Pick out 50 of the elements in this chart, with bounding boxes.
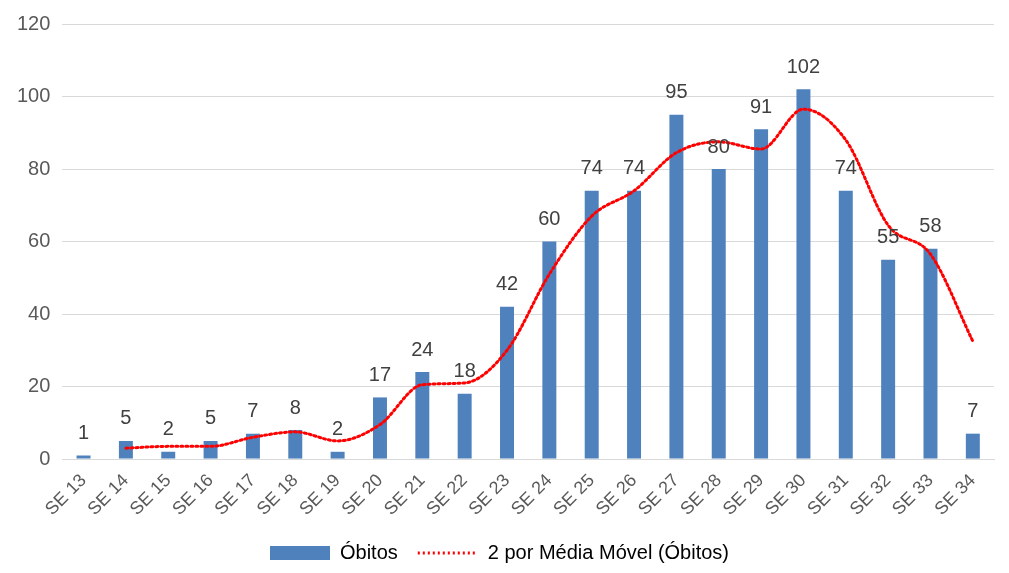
bar: [118, 440, 133, 459]
bar: [711, 169, 726, 459]
bar: [796, 89, 811, 459]
bar: [288, 430, 303, 459]
data-label: 42: [495, 272, 519, 295]
bar: [76, 455, 91, 459]
data-label: 2: [332, 417, 344, 440]
data-label: 5: [120, 406, 132, 429]
data-label: 74: [580, 156, 603, 179]
data-label: 74: [834, 156, 857, 179]
bar: [457, 393, 472, 459]
data-label: 7: [967, 399, 979, 422]
data-label: 5: [205, 406, 217, 429]
bar: [627, 190, 642, 459]
data-label: 18: [453, 359, 476, 382]
data-label: 60: [538, 207, 561, 230]
data-label: 102: [786, 54, 821, 77]
data-label: 7: [247, 399, 259, 422]
bar: [161, 451, 176, 459]
bar: [584, 190, 599, 459]
data-label: 58: [919, 214, 942, 237]
y-tick-label: 40: [28, 301, 51, 324]
data-label: 74: [622, 156, 646, 179]
bar: [754, 129, 769, 459]
bar: [923, 248, 938, 459]
data-label: 17: [368, 362, 392, 385]
data-label: 1: [77, 420, 90, 443]
legend-label: 2 por Média Móvel (Óbitos): [487, 540, 729, 563]
bar: [330, 451, 345, 459]
legend-label: Óbitos: [340, 540, 398, 563]
bar: [500, 306, 514, 459]
data-label: 95: [665, 80, 688, 103]
bar: [372, 397, 387, 459]
bar: [965, 433, 980, 459]
y-tick-label: 60: [28, 229, 51, 252]
data-label: 91: [749, 94, 773, 117]
y-tick-label: 100: [16, 84, 51, 107]
y-tick-label: 80: [28, 156, 51, 179]
data-label: 2: [162, 417, 174, 440]
bar: [542, 241, 557, 459]
bar: [669, 114, 684, 459]
y-tick-label: 120: [16, 11, 51, 34]
bar: [415, 372, 430, 459]
y-tick-label: 0: [39, 446, 51, 469]
data-label: 55: [877, 225, 900, 248]
data-label: 8: [289, 395, 301, 418]
data-label: 24: [411, 337, 434, 360]
bar: [838, 190, 853, 459]
bar: [881, 259, 896, 459]
y-tick-label: 20: [28, 374, 51, 397]
